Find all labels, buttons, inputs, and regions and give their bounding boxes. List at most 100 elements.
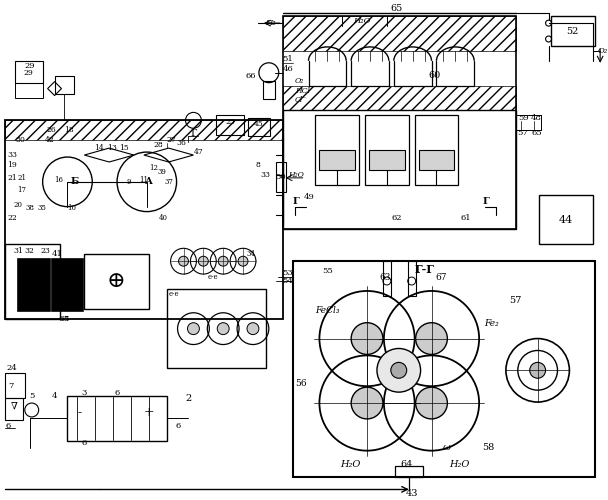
Circle shape — [416, 387, 447, 419]
Text: А: А — [145, 178, 153, 186]
Text: H₂O: H₂O — [449, 460, 469, 469]
Circle shape — [351, 387, 383, 419]
Text: 29: 29 — [24, 62, 35, 70]
Text: HCl: HCl — [295, 86, 309, 94]
Text: Г: Г — [292, 197, 299, 206]
Text: Б: Б — [71, 178, 78, 186]
Text: 54: 54 — [282, 277, 292, 285]
Bar — [18, 259, 50, 311]
Bar — [383, 261, 391, 296]
Text: 21: 21 — [17, 174, 26, 182]
Text: 56: 56 — [295, 378, 306, 388]
Text: 37: 37 — [164, 178, 173, 186]
Text: 51: 51 — [282, 55, 293, 63]
Text: 9: 9 — [126, 178, 131, 186]
Text: 27: 27 — [167, 136, 176, 144]
Circle shape — [391, 362, 407, 378]
Text: 18: 18 — [64, 126, 74, 134]
Bar — [5, 120, 283, 318]
Text: 33: 33 — [7, 151, 17, 159]
Text: 47: 47 — [193, 148, 203, 156]
Text: 14: 14 — [94, 144, 104, 152]
Text: 66: 66 — [246, 72, 256, 80]
Text: O₂: O₂ — [295, 76, 304, 84]
Text: 21: 21 — [7, 174, 17, 182]
Text: 7: 7 — [8, 382, 13, 390]
Text: 8: 8 — [255, 161, 260, 169]
Text: 58: 58 — [482, 443, 494, 452]
Text: 67: 67 — [436, 272, 447, 281]
Circle shape — [238, 256, 248, 266]
Text: H₂: H₂ — [265, 19, 276, 27]
Text: 48: 48 — [530, 114, 541, 122]
Bar — [408, 261, 416, 296]
Text: 52: 52 — [566, 26, 579, 36]
Bar — [263, 80, 275, 98]
Text: -: - — [77, 406, 81, 420]
Text: 64: 64 — [401, 460, 413, 469]
Text: 46: 46 — [282, 65, 293, 73]
Text: ⊕: ⊕ — [107, 270, 125, 292]
Text: 35: 35 — [37, 204, 46, 212]
Text: 31: 31 — [13, 248, 22, 256]
Text: H₂O: H₂O — [353, 17, 371, 25]
Text: Fe₂: Fe₂ — [483, 319, 499, 328]
Text: 19: 19 — [7, 161, 17, 169]
Text: 65: 65 — [58, 314, 71, 322]
Text: 13: 13 — [107, 144, 117, 152]
Bar — [551, 16, 595, 46]
Text: 15: 15 — [119, 144, 129, 152]
Text: 65: 65 — [531, 129, 542, 137]
Text: 34: 34 — [246, 250, 255, 258]
Bar — [15, 82, 43, 98]
Bar — [415, 116, 458, 185]
Text: 65: 65 — [391, 4, 403, 13]
Circle shape — [179, 256, 188, 266]
Text: 33: 33 — [261, 171, 271, 179]
Bar — [5, 120, 283, 140]
Text: 29: 29 — [24, 68, 33, 76]
Text: H₂O: H₂O — [340, 460, 361, 469]
Text: 17: 17 — [17, 186, 26, 194]
Bar — [283, 110, 516, 230]
Text: 50: 50 — [275, 173, 286, 181]
Bar — [283, 16, 516, 230]
Text: 28: 28 — [154, 141, 164, 149]
Text: 45: 45 — [254, 120, 264, 128]
Text: 55: 55 — [322, 267, 333, 275]
Bar — [319, 150, 355, 170]
Text: 63: 63 — [379, 272, 390, 281]
Text: 38: 38 — [26, 204, 34, 212]
Text: ∇: ∇ — [10, 402, 17, 410]
Circle shape — [187, 322, 199, 334]
Text: 44: 44 — [558, 214, 573, 224]
Bar — [248, 118, 270, 136]
Bar — [5, 374, 25, 398]
Circle shape — [247, 322, 259, 334]
Text: +: + — [143, 406, 154, 420]
Text: 39: 39 — [157, 168, 166, 176]
Text: 36: 36 — [176, 139, 187, 147]
Bar — [283, 16, 516, 51]
Text: 5: 5 — [29, 392, 35, 400]
Text: 43: 43 — [406, 489, 418, 498]
Text: е-е: е-е — [208, 273, 219, 281]
Bar — [55, 76, 74, 94]
Text: 61: 61 — [461, 214, 472, 222]
Text: 62: 62 — [392, 214, 402, 222]
Bar — [52, 259, 83, 311]
Bar — [539, 194, 593, 244]
Text: 10: 10 — [67, 204, 76, 212]
Text: Г-Г: Г-Г — [415, 264, 435, 274]
Circle shape — [351, 322, 383, 354]
Text: H₂O: H₂O — [288, 171, 303, 179]
Bar — [369, 150, 405, 170]
Text: 42: 42 — [45, 136, 55, 144]
Text: 24: 24 — [7, 364, 17, 372]
Bar — [85, 254, 149, 309]
Text: 22: 22 — [7, 214, 17, 222]
Bar — [365, 116, 409, 185]
Text: 59: 59 — [519, 114, 529, 122]
Text: 6: 6 — [5, 422, 10, 430]
Text: FeCl₃: FeCl₃ — [315, 306, 340, 316]
